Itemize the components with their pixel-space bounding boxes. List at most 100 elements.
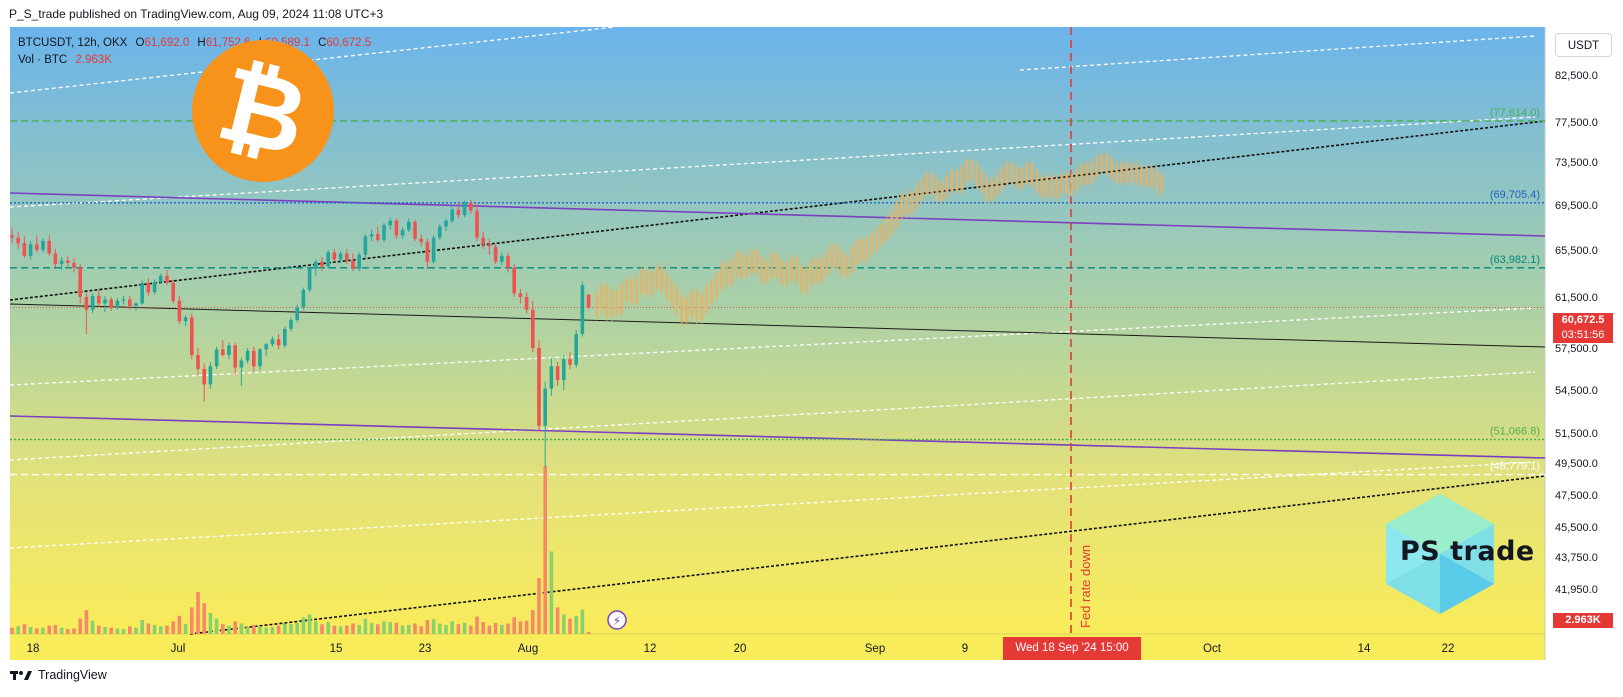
candle-body-87 bbox=[549, 366, 554, 389]
channel-white-line-3 bbox=[9, 116, 1536, 208]
candle-body-37 bbox=[239, 360, 244, 368]
projection-body-20 bbox=[695, 291, 699, 320]
legend-symbol-row: BTCUSDT, 12h, OKX O61,692.0 H61,752.6 L6… bbox=[18, 35, 371, 52]
projection-body-99 bbox=[1090, 162, 1094, 184]
candle-body-68 bbox=[431, 237, 436, 262]
currency-button[interactable]: USDT bbox=[1555, 33, 1612, 57]
legend-close: 60,672.5 bbox=[326, 37, 372, 49]
x-tick-label-10: 14 bbox=[1358, 643, 1371, 655]
projection-body-9 bbox=[640, 269, 644, 294]
ps-trade-logo-icon bbox=[1386, 494, 1494, 614]
last-price-value: 60,672.5 bbox=[1561, 314, 1605, 326]
projection-body-14 bbox=[665, 274, 669, 299]
projection-body-3 bbox=[610, 289, 614, 318]
candle-body-16 bbox=[109, 299, 113, 308]
projection-body-86 bbox=[1025, 163, 1029, 184]
channel-white-line-5 bbox=[9, 371, 1536, 461]
last-price-badge: 60,672.5 03:51:56 bbox=[1553, 313, 1613, 343]
candle-body-48 bbox=[307, 268, 312, 290]
projection-body-8 bbox=[635, 277, 639, 304]
y-tick-label-6: 57,500.0 bbox=[1555, 343, 1598, 355]
legend-volume: 2.963K bbox=[75, 54, 112, 66]
tradingview-logo[interactable]: TradingView bbox=[10, 668, 107, 682]
volume-bar-63 bbox=[400, 625, 405, 634]
projection-body-63 bbox=[910, 192, 914, 214]
candle-body-42 bbox=[270, 339, 275, 345]
legend-high-label: H bbox=[197, 37, 206, 49]
volume-bar-52 bbox=[332, 625, 337, 634]
projection-body-78 bbox=[985, 177, 989, 201]
x-tick-label-4: Aug bbox=[518, 643, 538, 655]
bitcoin-logo: ₿ bbox=[192, 40, 334, 182]
candle-body-2 bbox=[22, 243, 27, 256]
candle-body-52 bbox=[332, 252, 337, 260]
volume-bar-73 bbox=[462, 622, 467, 634]
volume-bar-74 bbox=[469, 625, 473, 634]
volume-bar-3 bbox=[28, 627, 33, 634]
projection-body-67 bbox=[930, 173, 934, 195]
legend-symbol[interactable]: BTCUSDT, 12h, OKX bbox=[18, 37, 128, 49]
volume-bar-22 bbox=[146, 623, 151, 634]
projection-body-46 bbox=[825, 251, 829, 275]
candle-body-74 bbox=[469, 202, 473, 211]
y-tick-label-0: 82,500.0 bbox=[1555, 70, 1598, 82]
level-label-0: (77,614.0) bbox=[1490, 107, 1540, 119]
projection-body-49 bbox=[840, 252, 844, 276]
volume-bar-88 bbox=[555, 607, 560, 634]
projection-body-81 bbox=[1000, 168, 1004, 190]
volume-bar-77 bbox=[487, 625, 492, 634]
projection-body-51 bbox=[850, 247, 854, 273]
legend-open: 61,692.0 bbox=[144, 37, 190, 49]
candle-body-47 bbox=[301, 289, 306, 308]
projection-body-113 bbox=[1160, 174, 1164, 194]
candle-body-14 bbox=[97, 295, 101, 304]
projection-body-11 bbox=[650, 272, 654, 295]
volume-bar-47 bbox=[301, 617, 306, 634]
channel-purple-upper bbox=[9, 192, 1546, 237]
volume-bar-19 bbox=[128, 626, 132, 634]
y-tick-label-1: 77,500.0 bbox=[1555, 117, 1598, 129]
tradingview-wordmark: TradingView bbox=[38, 668, 107, 682]
candle-body-29 bbox=[190, 317, 194, 355]
volume-bar-90 bbox=[568, 618, 572, 634]
candle-body-61 bbox=[388, 220, 392, 226]
candle-body-39 bbox=[252, 350, 256, 367]
y-tick-label-10: 47,500.0 bbox=[1555, 490, 1598, 502]
candle-body-12 bbox=[84, 297, 89, 310]
legend-close-label: C bbox=[318, 37, 327, 49]
event-label: Fed rate down bbox=[1078, 545, 1093, 628]
trend-black-upper bbox=[9, 120, 1546, 301]
level-label-2: (63,982.1) bbox=[1490, 254, 1540, 266]
candle-body-32 bbox=[208, 366, 213, 385]
candle-body-62 bbox=[394, 220, 399, 236]
projection-body-36 bbox=[775, 253, 779, 278]
volume-bar-5 bbox=[41, 627, 45, 634]
volume-bar-80 bbox=[506, 623, 510, 634]
candle-body-25 bbox=[165, 275, 169, 283]
volume-bar-39 bbox=[252, 624, 256, 634]
projection-body-39 bbox=[790, 257, 794, 280]
candle-body-57 bbox=[363, 236, 368, 255]
volume-bar-45 bbox=[289, 624, 293, 634]
candle-body-17 bbox=[115, 300, 120, 308]
level-label-4: (48,779.1) bbox=[1490, 461, 1540, 473]
projection-body-7 bbox=[630, 279, 634, 304]
candle-body-13 bbox=[90, 295, 95, 310]
channel-purple-lower bbox=[9, 415, 1546, 459]
volume-bar-35 bbox=[227, 625, 231, 634]
candle-body-20 bbox=[134, 303, 138, 306]
tradingview-icon bbox=[10, 671, 32, 680]
y-tick-label-8: 51,500.0 bbox=[1555, 428, 1598, 440]
legend-volume-label[interactable]: Vol · BTC bbox=[18, 54, 68, 66]
level-label-3: (51,066.8) bbox=[1490, 425, 1540, 437]
volume-bar-26 bbox=[171, 621, 175, 634]
volume-bar-43 bbox=[276, 625, 281, 634]
projection-body-82 bbox=[1005, 163, 1009, 184]
candle-body-78 bbox=[493, 246, 498, 262]
projection-body-74 bbox=[965, 160, 969, 182]
projection-body-37 bbox=[780, 260, 784, 285]
x-tick-label-6: 20 bbox=[734, 643, 747, 655]
candle-body-19 bbox=[128, 299, 132, 306]
y-tick-label-13: 41,950.0 bbox=[1555, 584, 1598, 596]
